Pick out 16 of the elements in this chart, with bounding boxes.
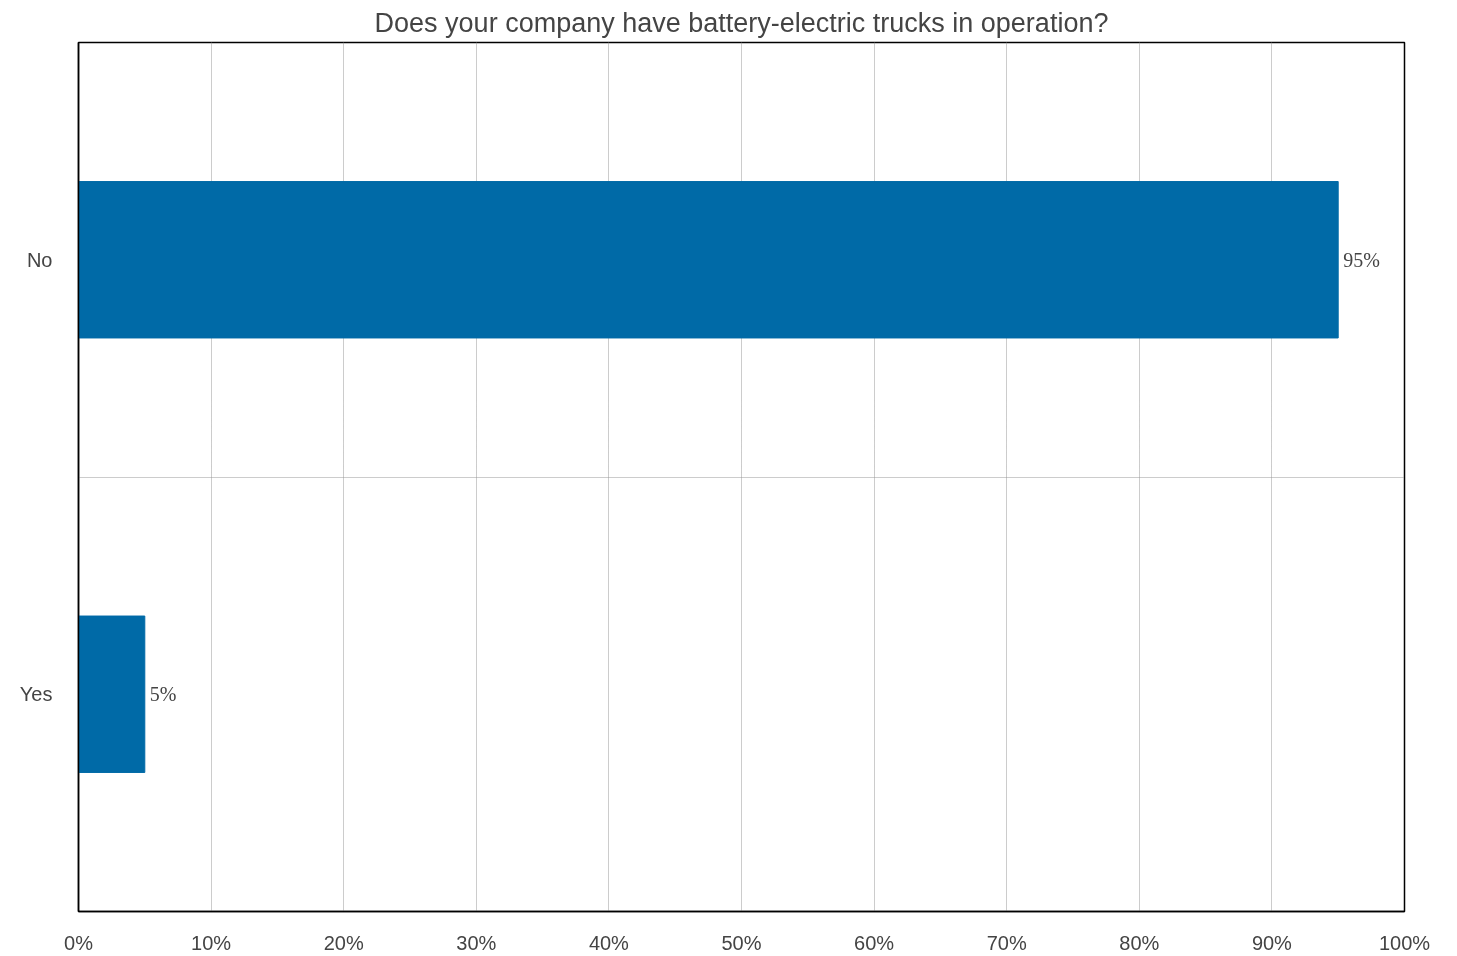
x-tick-label: 10%: [191, 931, 232, 954]
x-tick-label: 20%: [323, 931, 364, 954]
x-tick-label: 60%: [854, 931, 895, 954]
y-tick-label: No: [26, 248, 53, 271]
x-tick-label: 90%: [1251, 931, 1293, 954]
x-tick-label: 100%: [1378, 931, 1431, 954]
chart-title: Does your company have battery-electric trucks in operation?: [374, 7, 1109, 38]
x-tick-label: 70%: [986, 931, 1027, 954]
x-tick-label: 0%: [64, 931, 94, 954]
x-tick-label: 30%: [456, 931, 497, 954]
x-tick-label: 50%: [721, 931, 762, 954]
data-label: 95%: [1343, 248, 1380, 271]
x-tick-label: 40%: [588, 931, 630, 954]
data-label: 5%: [149, 683, 177, 706]
x-tick-label: 80%: [1119, 931, 1160, 954]
y-tick-label: Yes: [19, 683, 53, 706]
